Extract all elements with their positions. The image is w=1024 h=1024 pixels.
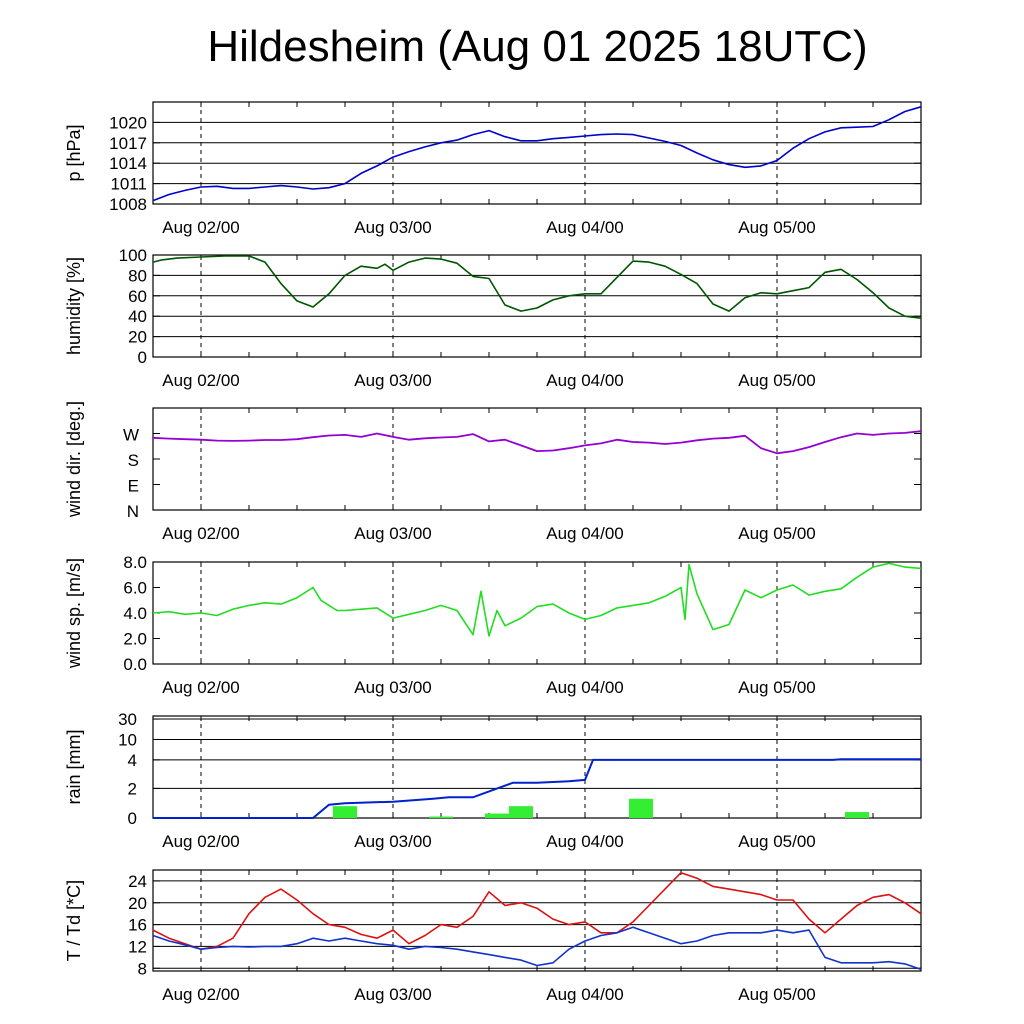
rain-bar — [845, 812, 869, 818]
panel-rain: Aug 02/00 Aug 03/00 Aug 04/00 Aug 05/00 rain… — [64, 710, 922, 851]
x-tick-label: Aug 02/00 — [162, 218, 240, 237]
panel-wind_direction: Aug 02/00 Aug 03/00 Aug 04/00 Aug 05/00 wind… — [64, 401, 922, 543]
y-axis-label: wind dir. [deg.] — [64, 401, 84, 518]
rain-bar — [333, 806, 357, 818]
y-tick-label: W — [123, 426, 139, 445]
panel-frame — [152, 101, 922, 205]
x-tick-label: Aug 05/00 — [738, 985, 816, 1004]
y-tick-label: E — [128, 477, 139, 496]
y-tick-label: 30 — [118, 710, 137, 729]
x-tick-label: Aug 03/00 — [354, 985, 432, 1004]
y-tick-label: 4 — [128, 751, 137, 770]
x-tick-label: Aug 05/00 — [738, 371, 816, 390]
x-tick-label: Aug 04/00 — [546, 832, 624, 851]
y-tick-label: S — [128, 451, 139, 470]
rain-bar — [629, 798, 653, 818]
y-tick-label: 20 — [128, 894, 147, 913]
series-line-wind_speed — [152, 562, 922, 637]
panel-temperature_dewpoint: Aug 02/00 Aug 03/00 Aug 04/00 Aug 05/00 T / … — [64, 869, 922, 1004]
panel-frame — [152, 254, 922, 358]
x-tick-label: Aug 04/00 — [546, 678, 624, 697]
x-tick-label: Aug 04/00 — [546, 985, 624, 1004]
x-tick-label: Aug 03/00 — [354, 371, 432, 390]
y-tick-label: 2.0 — [123, 630, 147, 649]
y-tick-label: 0 — [128, 809, 137, 828]
x-tick-label: Aug 02/00 — [162, 832, 240, 851]
series-line-pressure — [152, 106, 922, 202]
x-tick-label: Aug 04/00 — [546, 371, 624, 390]
y-tick-label: 24 — [128, 872, 147, 891]
y-axis-label: T / Td [*C] — [64, 880, 84, 961]
x-tick-label: Aug 02/00 — [162, 985, 240, 1004]
x-tick-label: Aug 05/00 — [738, 678, 816, 697]
y-tick-label: 12 — [128, 937, 147, 956]
series-line-wind-direction — [152, 430, 922, 455]
y-axis-label: humidity [%] — [64, 257, 84, 355]
x-tick-label: Aug 02/00 — [162, 678, 240, 697]
y-tick-label: 1014 — [109, 154, 147, 173]
y-tick-label: 10 — [118, 730, 137, 749]
y-tick-label: 8.0 — [123, 553, 147, 572]
panel-pressure: Aug 02/00 Aug 03/00 Aug 04/00 Aug 05/00 p [h… — [64, 101, 922, 237]
x-tick-label: Aug 04/00 — [546, 218, 624, 237]
y-tick-label: 1017 — [109, 134, 147, 153]
rain-bar — [485, 813, 509, 818]
x-tick-label: Aug 05/00 — [738, 524, 816, 543]
y-axis-label: wind sp. [m/s] — [64, 558, 84, 669]
y-tick-label: 0.0 — [123, 655, 147, 674]
y-tick-label: 16 — [128, 916, 147, 935]
x-tick-label: Aug 03/00 — [354, 678, 432, 697]
y-axis-label: rain [mm] — [64, 729, 84, 804]
y-tick-label: 100 — [119, 246, 147, 265]
x-tick-label: Aug 05/00 — [738, 218, 816, 237]
x-tick-label: Aug 03/00 — [354, 524, 432, 543]
chart-title: Hildesheim (Aug 01 2025 18UTC) — [207, 22, 868, 71]
series-line-T — [152, 871, 922, 950]
y-tick-label: N — [127, 502, 139, 521]
y-tick-label: 1020 — [109, 113, 147, 132]
series-line-Td — [152, 926, 922, 971]
x-tick-label: Aug 04/00 — [546, 524, 624, 543]
x-tick-label: Aug 02/00 — [162, 371, 240, 390]
y-tick-label: 0 — [138, 348, 147, 367]
panel-frame — [152, 715, 922, 819]
panel-wind_speed: Aug 02/00 Aug 03/00 Aug 04/00 Aug 05/00 wind… — [64, 553, 922, 697]
series-line-cumulative-rain — [153, 758, 921, 819]
y-tick-label: 1011 — [110, 175, 147, 194]
x-tick-label: Aug 02/00 — [162, 524, 240, 543]
panel-frame — [152, 561, 922, 665]
x-tick-label: Aug 03/00 — [354, 832, 432, 851]
y-tick-label: 4.0 — [123, 604, 147, 623]
x-tick-label: Aug 05/00 — [738, 832, 816, 851]
y-tick-label: 1008 — [109, 195, 147, 214]
y-tick-label: 40 — [128, 307, 147, 326]
y-axis-label: p [hPa] — [64, 124, 84, 181]
rain-bar — [429, 816, 453, 818]
panel-frame — [152, 869, 922, 972]
panel-humidity: Aug 02/00 Aug 03/00 Aug 04/00 Aug 05/00 humi… — [64, 246, 922, 390]
panel-frame — [152, 407, 922, 511]
series-line-humidity — [152, 255, 922, 319]
rain-bar — [509, 806, 533, 818]
x-tick-label: Aug 03/00 — [354, 218, 432, 237]
y-tick-label: 80 — [128, 266, 147, 285]
y-tick-label: 20 — [128, 328, 147, 347]
y-tick-label: 8 — [138, 959, 147, 978]
y-tick-label: 6.0 — [123, 579, 147, 598]
y-tick-label: 2 — [128, 779, 137, 798]
y-tick-label: 60 — [128, 287, 147, 306]
